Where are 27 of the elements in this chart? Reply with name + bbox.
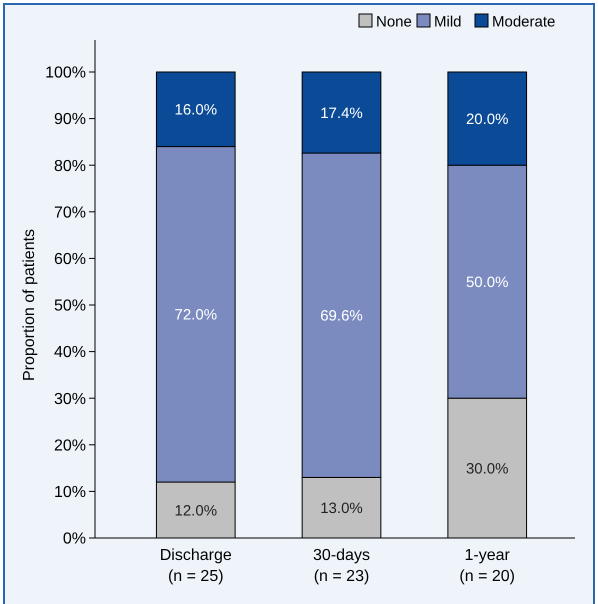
- data-label: 16.0%: [174, 102, 218, 119]
- y-tick-label: 70%: [54, 204, 86, 222]
- y-tick-label: 10%: [54, 484, 86, 501]
- data-label: 20.0%: [466, 110, 508, 128]
- y-tick-label: 20%: [54, 437, 86, 454]
- data-label: 30.0%: [466, 460, 508, 478]
- y-tick-label: 50%: [54, 298, 86, 315]
- y-tick-label: 0%: [62, 530, 86, 548]
- x-tick-label: 30-days (n = 23): [313, 547, 370, 585]
- data-label: 12.0%: [174, 502, 218, 520]
- data-label: 13.0%: [320, 500, 363, 517]
- legend-label: Mild: [434, 13, 462, 30]
- x-tick-label: Discharge (n = 25): [160, 547, 232, 585]
- y-axis-title: Proportion of patients: [21, 228, 38, 382]
- data-label: 17.4%: [320, 104, 363, 122]
- x-tick-label: 1-year (n = 20): [459, 547, 516, 585]
- data-label: 69.6%: [320, 308, 363, 324]
- y-tick-label: 100%: [45, 64, 86, 82]
- y-tick-label: 60%: [54, 251, 86, 268]
- legend-label: Moderate: [492, 13, 556, 30]
- y-tick-label: 40%: [54, 344, 86, 362]
- legend-label: None: [376, 13, 412, 30]
- y-tick-label: 30%: [54, 390, 86, 408]
- data-label: 72.0%: [174, 306, 218, 324]
- y-tick-label: 80%: [54, 158, 86, 175]
- y-tick-label: 90%: [54, 111, 86, 128]
- data-label: 50.0%: [466, 274, 508, 291]
